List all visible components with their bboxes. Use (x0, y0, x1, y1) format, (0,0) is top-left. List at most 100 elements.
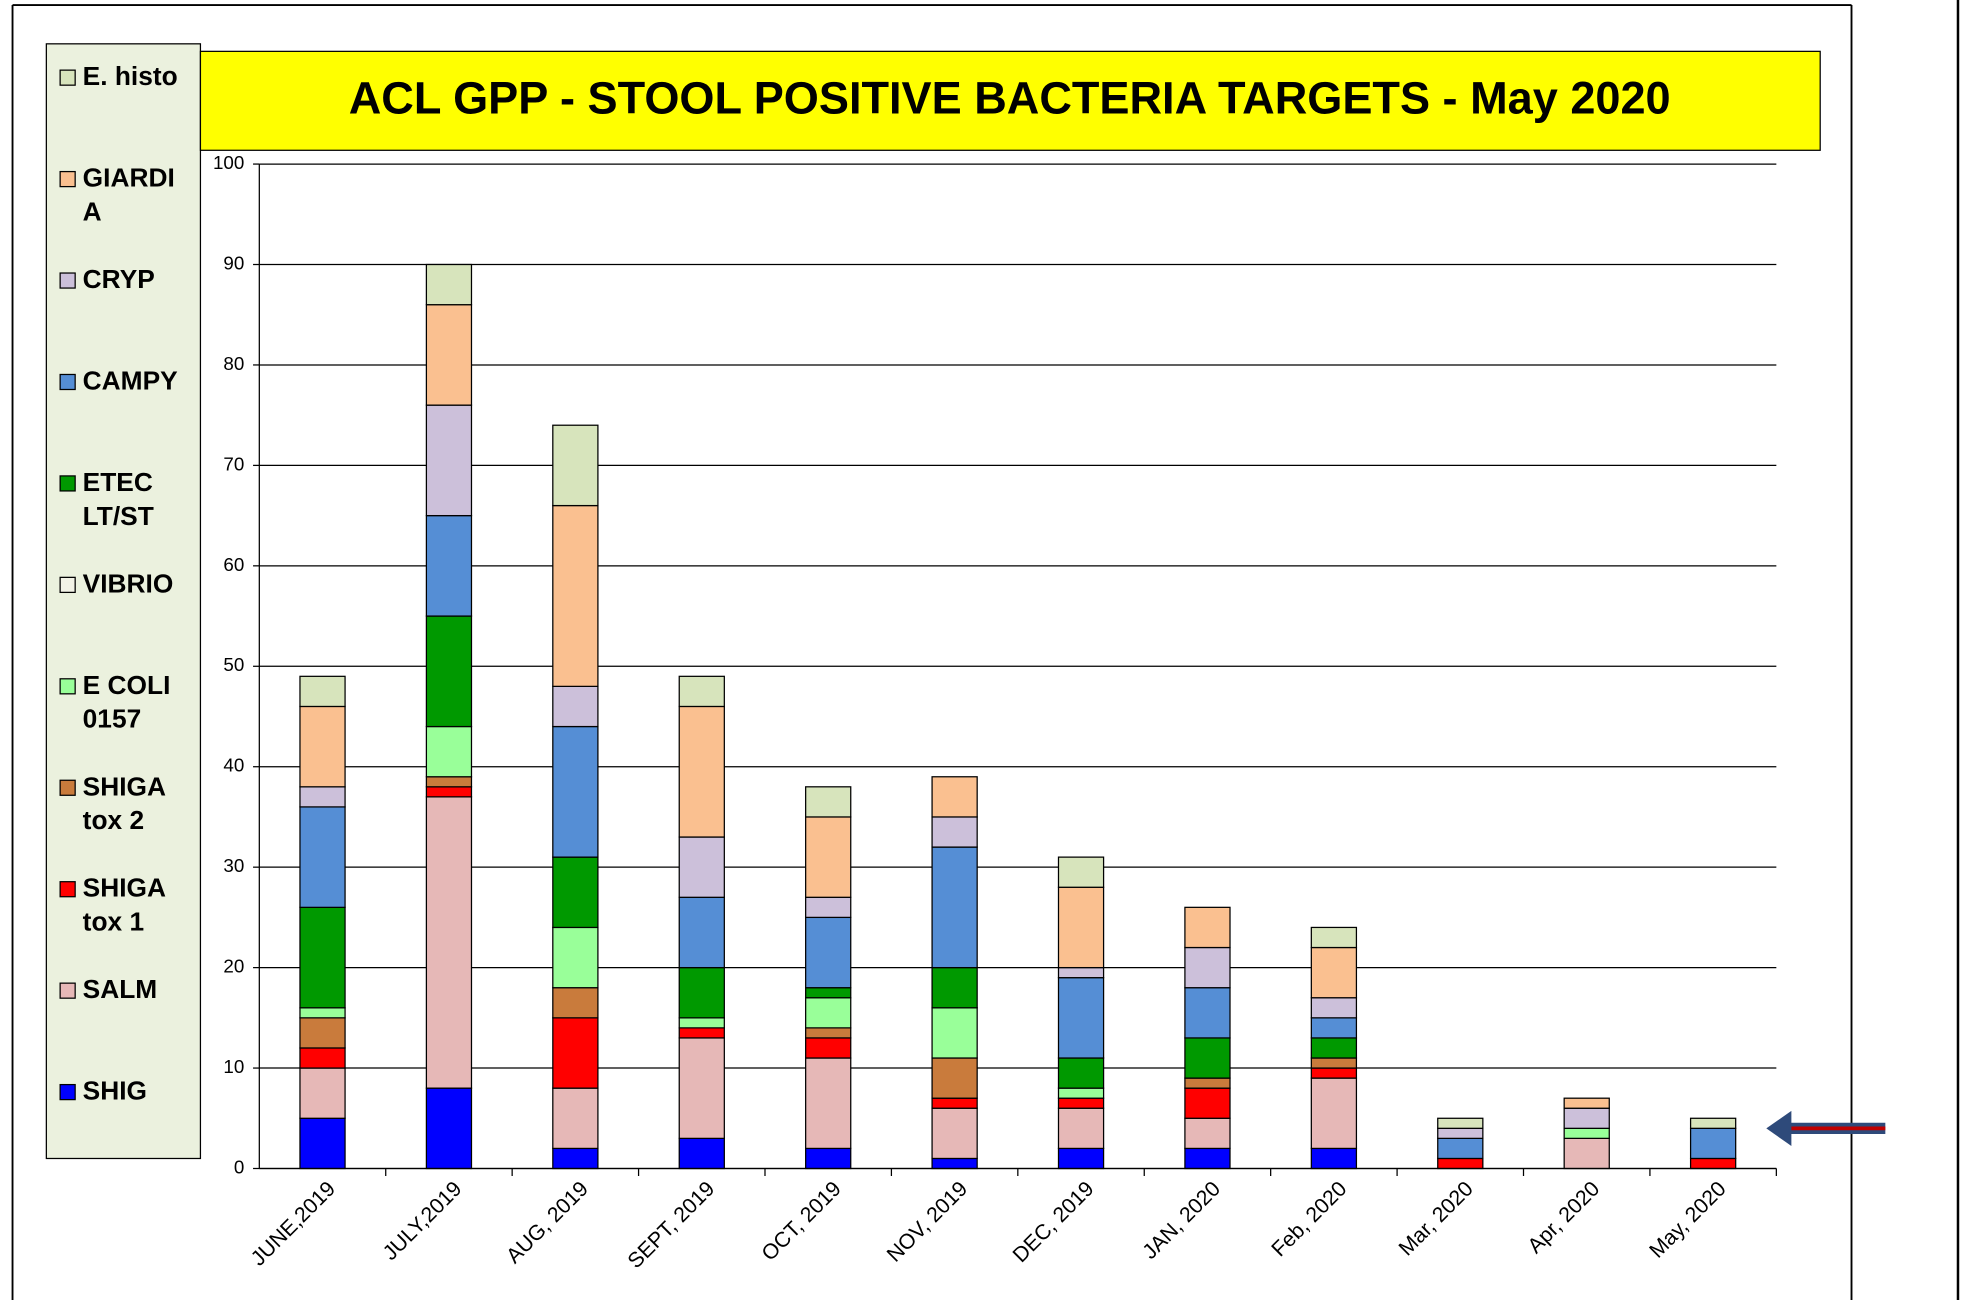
bar-segment (425, 404, 473, 517)
legend-swatch (59, 678, 76, 695)
bar-segment (931, 776, 978, 818)
legend-swatch (59, 1083, 76, 1101)
bar-segment (299, 1047, 346, 1069)
bar-segment (1057, 1097, 1105, 1109)
bar-segment (805, 916, 852, 989)
legend-label: SHIGA tox 2 (82, 772, 166, 836)
bar-segment (552, 1017, 599, 1089)
bar-segment (1184, 906, 1231, 949)
legend-item: E. histo (83, 63, 178, 92)
bar-segment (425, 786, 473, 798)
bar-segment (425, 796, 473, 1089)
bar-segment (678, 705, 725, 838)
x-tick-label: May, 2020 (1645, 1177, 1731, 1263)
bar-segment (1563, 1107, 1610, 1129)
bar-segment (678, 896, 725, 969)
bar-segment (299, 906, 346, 1009)
legend-item: GIARDIA (83, 164, 175, 227)
legend-item: SHIGA tox 2 (82, 772, 166, 836)
bar-segment (1563, 1097, 1610, 1109)
bar-segment (425, 615, 473, 728)
x-tick-label: Feb, 2020 (1267, 1177, 1352, 1262)
x-tick-label: SEPT, 2019 (623, 1177, 719, 1273)
bar-segment (805, 1057, 852, 1150)
bar-segment (1310, 997, 1358, 1019)
bar-segment (299, 786, 346, 808)
x-tick-label: AUG, 2019 (501, 1177, 592, 1268)
bar-segment (931, 1057, 978, 1099)
legend-label: SALM (82, 975, 158, 1005)
x-tick-label: DEC, 2019 (1008, 1177, 1099, 1268)
x-tick-label: OCT, 2019 (757, 1177, 846, 1266)
legend-label: CRYP (82, 265, 155, 295)
bar-segment (1057, 1107, 1105, 1150)
bar-segment (931, 846, 978, 969)
bar-segment (805, 1037, 852, 1059)
bar-segment (805, 896, 852, 919)
bar-segment (1310, 1067, 1358, 1079)
bar-segment (425, 263, 473, 306)
y-tick-label: 40 (223, 755, 244, 776)
legend-swatch (59, 779, 76, 796)
bar-segment (1310, 1017, 1358, 1039)
y-tick-label: 80 (223, 353, 244, 374)
bar-segment (931, 1107, 978, 1160)
bar-segment (1310, 926, 1358, 949)
legend-label: SHIG (82, 1077, 147, 1106)
legend-swatch (59, 475, 76, 492)
bar-segment (1184, 1037, 1231, 1079)
bar-segment (1437, 1137, 1484, 1160)
bar-segment (1184, 1147, 1231, 1170)
bar-segment (299, 1017, 346, 1049)
y-tick-label: 30 (223, 855, 244, 876)
bar-segment (805, 1027, 852, 1039)
bar-segment (1057, 1087, 1105, 1099)
bar-segment (1437, 1127, 1484, 1139)
bar-segment (299, 1117, 346, 1170)
bar-segment (931, 966, 978, 1009)
bar-segment (425, 1087, 473, 1170)
y-tick-label: 90 (223, 252, 244, 273)
bar-segment (805, 997, 852, 1029)
bar-segment (805, 816, 852, 898)
legend-swatch (59, 170, 76, 188)
arrow-head (1766, 1110, 1792, 1146)
x-tick-label: JUNE,2019 (246, 1177, 340, 1271)
bar-segment (1184, 1117, 1231, 1150)
bar-segment (805, 1147, 852, 1170)
bar-segment (552, 424, 599, 507)
legend-swatch (59, 272, 76, 289)
bar-segment (299, 705, 346, 788)
x-tick-label: NOV, 2019 (882, 1177, 972, 1267)
bar-segment (805, 987, 852, 999)
bar-segment (1057, 966, 1105, 979)
legend-item: ETEC LT/ST (82, 468, 154, 532)
bar-segment (678, 1027, 725, 1039)
bar-segment (552, 987, 599, 1019)
legend-label: CAMPY (82, 366, 178, 396)
bar-segment (1689, 1127, 1737, 1160)
bar-segment (552, 685, 599, 728)
legend-item: E COLI 0157 (82, 671, 171, 734)
y-tick-label: 50 (223, 654, 244, 675)
legend-label: ETEC LT/ST (82, 468, 154, 532)
bar-segment (678, 966, 725, 1019)
legend-label: E COLI 0157 (82, 671, 171, 734)
bar-segment (552, 926, 599, 989)
bar-segment (1310, 946, 1358, 999)
bar-segment (1184, 1087, 1231, 1119)
bar-segment (1057, 1057, 1105, 1089)
bar-segment (1310, 1057, 1358, 1069)
bar-segment (678, 1017, 725, 1029)
bar-segment (1057, 977, 1105, 1059)
bar-segment (1057, 1147, 1105, 1170)
bar-segment (931, 1157, 978, 1170)
legend-swatch (59, 881, 76, 898)
legend-box (45, 43, 202, 1160)
bar-segment (552, 1087, 599, 1150)
bar-segment (678, 1037, 725, 1139)
legend-item: SALM (82, 975, 158, 1005)
title-box (199, 50, 1821, 151)
bar-segment (1310, 1147, 1358, 1170)
